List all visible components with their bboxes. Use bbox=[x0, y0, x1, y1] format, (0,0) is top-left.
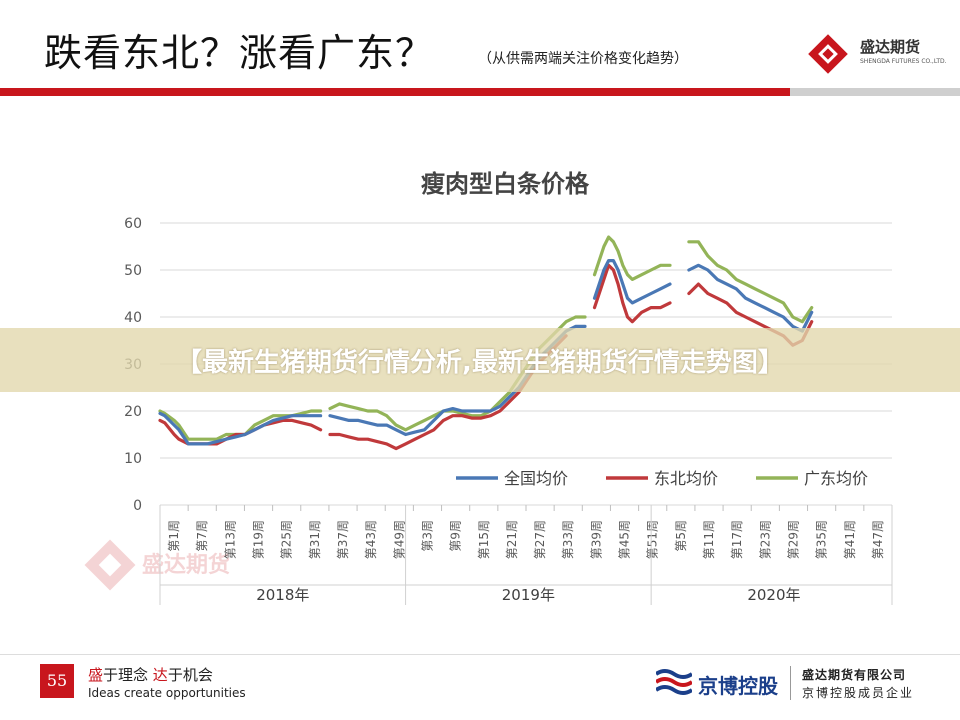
logo-name: 盛达期货 bbox=[860, 38, 921, 56]
overlay-banner: 【最新生猪期货行情分析,最新生猪期货行情走势图】 bbox=[0, 328, 960, 392]
watermark-text: 盛达期货 bbox=[142, 552, 230, 578]
x-tick-label: 第25周 bbox=[280, 520, 294, 559]
slogan-char-2: 达 bbox=[152, 666, 168, 684]
series-lines bbox=[158, 235, 814, 451]
x-tick-group: 第1周 bbox=[167, 520, 181, 552]
slide-header: 跌看东北？涨看广东？ （从供需两端关注价格变化趋势） 盛达期货 SHENGDA … bbox=[0, 0, 960, 100]
series-line-2 bbox=[158, 263, 814, 451]
x-tick-group: 第3周 bbox=[420, 520, 434, 552]
x-tick-label: 第7周 bbox=[195, 520, 209, 552]
x-tick-group: 第21周 bbox=[505, 520, 519, 559]
x-tick-group: 第47周 bbox=[871, 520, 885, 559]
x-tick-group: 第35周 bbox=[815, 520, 829, 559]
x-tick-group: 第13周 bbox=[223, 520, 237, 559]
x-tick-label: 第19周 bbox=[252, 520, 266, 559]
jingbo-logo-icon bbox=[656, 669, 692, 695]
x-tick-label: 第35周 bbox=[815, 520, 829, 559]
slogan-en: Ideas create opportunities bbox=[88, 686, 246, 700]
banner-text: 【最新生猪期货行情分析,最新生猪期货行情走势图】 bbox=[176, 347, 784, 378]
legend: 全国均价 东北均价 广东均价 bbox=[456, 469, 868, 488]
x-tick-group: 第49周 bbox=[392, 520, 406, 559]
x-tick-group: 第19周 bbox=[252, 520, 266, 559]
x-tick-group: 第51周 bbox=[646, 520, 660, 559]
x-tick-group: 第45周 bbox=[618, 520, 632, 559]
x-tick-label: 第39周 bbox=[589, 520, 603, 559]
x-tick-group: 第33周 bbox=[561, 520, 575, 559]
watermark-icon-inner bbox=[98, 553, 122, 577]
x-tick-group: 第5周 bbox=[674, 520, 688, 552]
x-tick-label: 第9周 bbox=[449, 520, 463, 552]
legend-label: 广东均价 bbox=[804, 469, 868, 488]
x-tick-label: 第45周 bbox=[618, 520, 632, 559]
x-tick-label: 第29周 bbox=[786, 520, 800, 559]
x-tick-label: 第15周 bbox=[477, 520, 491, 559]
x-tick-label: 第51周 bbox=[646, 520, 660, 559]
slide-subtitle: （从供需两端关注价格变化趋势） bbox=[478, 51, 688, 67]
x-tick-label: 第23周 bbox=[758, 520, 772, 559]
x-group-label: 2019年 bbox=[502, 586, 555, 604]
x-tick-label: 第41周 bbox=[843, 520, 857, 559]
x-tick-label: 第33周 bbox=[561, 520, 575, 559]
x-tick-label: 第49周 bbox=[392, 520, 406, 559]
legend-label: 全国均价 bbox=[504, 469, 568, 488]
x-tick-group: 第41周 bbox=[843, 520, 857, 559]
x-tick-group: 第23周 bbox=[758, 520, 772, 559]
company-sub: 京博控股成员企业 bbox=[802, 686, 915, 700]
y-tick-label: 40 bbox=[124, 310, 142, 326]
x-tick-group: 第43周 bbox=[364, 520, 378, 559]
x-tick-label: 第1周 bbox=[167, 520, 181, 552]
page-number: 55 bbox=[40, 664, 74, 698]
x-tick-group: 第29周 bbox=[786, 520, 800, 559]
legend-label: 东北均价 bbox=[654, 469, 718, 488]
x-tick-label: 第43周 bbox=[364, 520, 378, 559]
y-tick-label: 0 bbox=[133, 498, 142, 514]
logo-sub: SHENGDA FUTURES CO.,LTD. bbox=[860, 58, 947, 65]
footer-divider bbox=[790, 666, 791, 700]
price-chart: 盛达期货 瘦肉型白条价格 0102030405060 第1周第7周第13周第19… bbox=[84, 169, 893, 605]
y-tick-label: 60 bbox=[124, 216, 142, 232]
series-line-1 bbox=[158, 259, 814, 446]
slogan-part-1: 于理念 bbox=[103, 666, 153, 684]
y-tick-label: 50 bbox=[124, 263, 142, 279]
watermark-icon bbox=[84, 539, 136, 591]
y-tick-label: 10 bbox=[124, 451, 142, 467]
x-tick-label: 第17周 bbox=[730, 520, 744, 559]
x-tick-label: 第13周 bbox=[223, 520, 237, 559]
x-tick-label: 第47周 bbox=[871, 520, 885, 559]
slogan-cn: 盛于理念 达于机会 bbox=[88, 664, 213, 685]
x-tick-group: 第7周 bbox=[195, 520, 209, 552]
shengda-logo-icon bbox=[808, 34, 848, 74]
y-tick-label: 20 bbox=[124, 404, 142, 420]
x-tick-group: 第31周 bbox=[308, 520, 322, 559]
x-tick-group: 第9周 bbox=[449, 520, 463, 552]
partner-name: 京博控股 bbox=[698, 674, 778, 698]
x-tick-group: 第39周 bbox=[589, 520, 603, 559]
x-tick-label: 第11周 bbox=[702, 520, 716, 559]
slide-title: 跌看东北？涨看广东？ bbox=[44, 31, 435, 75]
shengda-logo: 盛达期货 SHENGDA FUTURES CO.,LTD. bbox=[806, 32, 947, 76]
chart-title: 瘦肉型白条价格 bbox=[421, 169, 590, 198]
watermark: 盛达期货 bbox=[84, 539, 230, 591]
x-tick-label: 第27周 bbox=[533, 520, 547, 559]
x-tick-group: 第37周 bbox=[336, 520, 350, 559]
x-tick-group: 第15周 bbox=[477, 520, 491, 559]
x-tick-group: 第25周 bbox=[280, 520, 294, 559]
header-grey-rule bbox=[790, 88, 960, 96]
company-name: 盛达期货有限公司 bbox=[802, 668, 907, 682]
x-tick-label: 第3周 bbox=[420, 520, 434, 552]
x-tick-group: 第17周 bbox=[730, 520, 744, 559]
x-tick-label: 第37周 bbox=[336, 520, 350, 559]
x-tick-label: 第31周 bbox=[308, 520, 322, 559]
x-tick-label: 第21周 bbox=[505, 520, 519, 559]
header-red-rule bbox=[0, 88, 790, 96]
x-tick-label: 第5周 bbox=[674, 520, 688, 552]
x-tick-group: 第27周 bbox=[533, 520, 547, 559]
x-tick-group: 第11周 bbox=[702, 520, 716, 559]
slogan-char-1: 盛 bbox=[88, 666, 104, 684]
x-group-label: 2018年 bbox=[256, 586, 309, 604]
x-axis: 第1周 第7周 第13周 第19周 第25周 第31周 第37周 第43周 第49周 第3周 第9周… bbox=[159, 505, 893, 605]
slogan-part-2: 于机会 bbox=[167, 666, 213, 684]
footer-rule bbox=[0, 654, 960, 655]
x-group-label: 2020年 bbox=[747, 586, 800, 604]
